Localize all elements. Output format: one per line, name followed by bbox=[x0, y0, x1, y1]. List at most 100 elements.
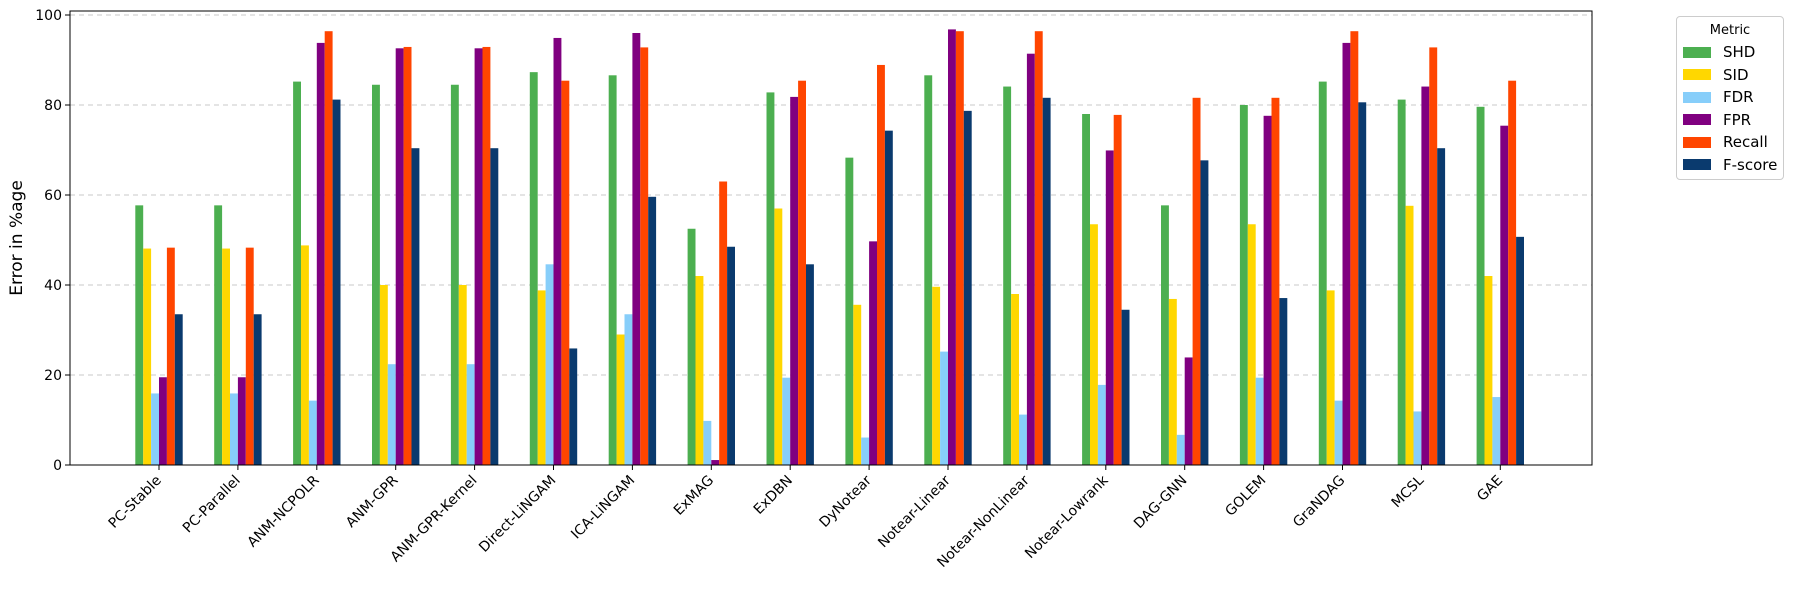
bar-sid bbox=[1090, 224, 1098, 465]
bar-fdr bbox=[703, 420, 712, 465]
legend-item: FDR bbox=[1677, 86, 1783, 109]
x-tick-label: GOLEM bbox=[1222, 473, 1269, 520]
bar-fpr bbox=[948, 29, 956, 466]
bar-sid bbox=[379, 285, 388, 465]
bar-fdr bbox=[1255, 377, 1264, 465]
bar-shd bbox=[845, 157, 854, 465]
bar-recall bbox=[955, 31, 964, 465]
y-axis: 0 20 40 60 80 100 bbox=[35, 8, 70, 474]
bar-fdr bbox=[1492, 397, 1501, 465]
bar-fdr bbox=[782, 377, 791, 465]
bar-fdr bbox=[940, 351, 948, 465]
x-tick-label: PC-Stable bbox=[106, 473, 165, 532]
bar-shd bbox=[135, 205, 144, 465]
legend-swatch bbox=[1683, 114, 1711, 126]
bar-sid bbox=[1326, 290, 1335, 465]
legend-label: FDR bbox=[1723, 88, 1754, 107]
bar-fdr bbox=[230, 393, 238, 465]
bar-sid bbox=[222, 248, 230, 465]
bar-fdr bbox=[387, 364, 396, 465]
bar-recall bbox=[1508, 80, 1517, 465]
legend-item: FPR bbox=[1677, 109, 1783, 132]
bar-sid bbox=[695, 276, 704, 465]
y-axis-label: Error in %age bbox=[7, 180, 27, 296]
bar-sid bbox=[143, 248, 152, 465]
bar-fdr bbox=[624, 314, 633, 465]
bar-sid bbox=[1168, 298, 1177, 465]
bar-sid bbox=[853, 304, 862, 465]
bar-fdr bbox=[861, 437, 870, 465]
bar-f-score bbox=[806, 264, 814, 465]
bar-shd bbox=[1003, 86, 1012, 466]
bar-recall bbox=[403, 46, 412, 465]
bar-sid bbox=[1484, 276, 1493, 465]
bar-fpr bbox=[1500, 125, 1509, 465]
bar-fdr bbox=[545, 264, 554, 465]
bar-sid bbox=[1405, 205, 1414, 466]
x-tick-label: ICA-LiNGAM bbox=[568, 473, 638, 543]
legend-item: Recall bbox=[1677, 131, 1783, 154]
bar-sid bbox=[616, 334, 625, 465]
x-tick-label: MCSL bbox=[1389, 472, 1428, 511]
bar-f-score bbox=[332, 99, 341, 465]
bar-fdr bbox=[151, 393, 159, 465]
y-tick-label: 20 bbox=[44, 368, 62, 384]
bar-recall bbox=[1429, 47, 1438, 466]
bar-recall bbox=[166, 247, 175, 465]
bar-shd bbox=[1397, 99, 1406, 465]
bar-f-score bbox=[1121, 309, 1130, 465]
x-tick-label: Notear-Lowrank bbox=[1022, 472, 1112, 562]
x-tick-label: Direct-LiNGAM bbox=[476, 473, 559, 556]
legend-label: SHD bbox=[1723, 43, 1756, 62]
bar-fpr bbox=[711, 460, 720, 465]
bar-recall bbox=[640, 47, 649, 466]
legend-label: FPR bbox=[1723, 110, 1752, 129]
x-tick-label: ExDBN bbox=[751, 473, 796, 518]
legend-label: F-score bbox=[1723, 155, 1778, 174]
bar-f-score bbox=[1437, 148, 1446, 465]
bar-shd bbox=[1476, 106, 1485, 466]
bar-fpr bbox=[1263, 115, 1272, 466]
bar-fpr bbox=[237, 377, 246, 465]
x-tick-label: DAG-GNN bbox=[1131, 473, 1190, 532]
x-tick-label: ANM-NCPOLR bbox=[245, 472, 323, 550]
bar-shd bbox=[1161, 205, 1169, 465]
bar-sid bbox=[301, 245, 309, 465]
legend-item: F-score bbox=[1677, 154, 1783, 177]
bar-fdr bbox=[1176, 434, 1185, 465]
bar-fdr bbox=[308, 400, 317, 465]
bar-f-score bbox=[253, 314, 262, 465]
bar-fpr bbox=[790, 96, 799, 466]
bar-f-score bbox=[884, 130, 893, 465]
bar-shd bbox=[450, 84, 459, 465]
x-tick-label: Notear-Linear bbox=[875, 472, 954, 551]
legend-item: SID bbox=[1677, 64, 1783, 87]
bar-f-score bbox=[174, 314, 183, 465]
y-tick-label: 40 bbox=[44, 278, 62, 294]
bar-fpr bbox=[1184, 357, 1193, 465]
bar-sid bbox=[932, 286, 941, 465]
bar-f-score bbox=[1279, 298, 1288, 465]
bar-fpr bbox=[632, 33, 641, 465]
bar-f-score bbox=[1200, 160, 1209, 465]
bar-fdr bbox=[1334, 400, 1343, 465]
bar-f-score bbox=[569, 348, 578, 465]
bar-f-score bbox=[727, 246, 735, 465]
y-tick-label: 0 bbox=[53, 458, 62, 474]
x-tick-label: GAE bbox=[1474, 473, 1506, 505]
bar-sid bbox=[537, 290, 546, 465]
bar-f-score bbox=[1516, 236, 1524, 465]
bar-shd bbox=[1318, 81, 1327, 465]
bar-f-score bbox=[490, 148, 499, 465]
legend-label: SID bbox=[1723, 65, 1749, 84]
bar-shd bbox=[529, 72, 538, 466]
bar-fpr bbox=[316, 42, 325, 466]
bar-recall bbox=[1350, 31, 1359, 465]
legend-swatch bbox=[1683, 46, 1711, 58]
bar-f-score bbox=[963, 110, 972, 465]
legend-label: Recall bbox=[1723, 133, 1768, 152]
bar-f-score bbox=[411, 148, 420, 465]
bar-fpr bbox=[395, 48, 404, 466]
bar-recall bbox=[1113, 114, 1122, 466]
